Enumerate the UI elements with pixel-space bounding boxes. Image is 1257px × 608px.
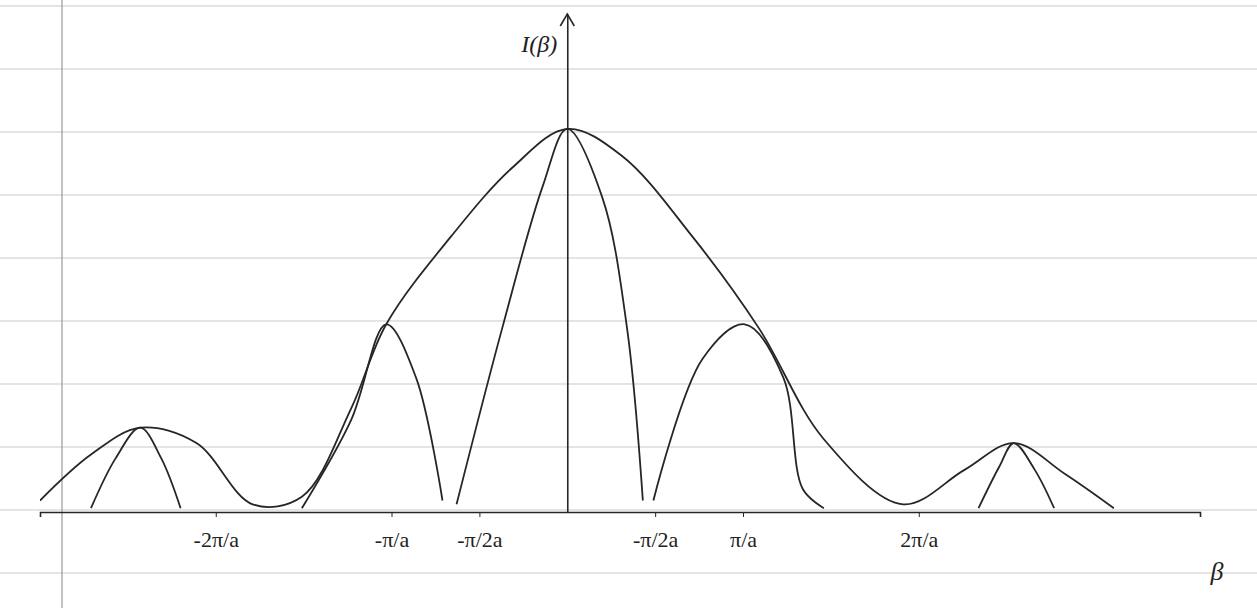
x-tick-mark xyxy=(655,512,656,517)
chart: -2π/a -π/a -π/2a -π/2a π/a 2π/a I(β) β xyxy=(0,0,1257,608)
paper-margin xyxy=(61,0,62,608)
paper-line xyxy=(0,258,1257,259)
paper-line xyxy=(0,447,1257,448)
paper-line xyxy=(0,321,1257,322)
x-axis-line xyxy=(41,513,1201,518)
plot-area xyxy=(40,129,1114,508)
paper-lines xyxy=(0,0,1257,608)
x-tick: -2π/a xyxy=(194,512,240,552)
x-tick: -π/a xyxy=(375,512,410,552)
paper-line xyxy=(0,6,1257,7)
x-tick-mark xyxy=(216,512,217,517)
x-tick: π/a xyxy=(730,512,757,552)
x-tick: -π/2a xyxy=(457,512,503,552)
x-tick: 2π/a xyxy=(900,512,938,552)
x-tick-mark xyxy=(919,512,920,517)
x-tick-label: 2π/a xyxy=(900,527,938,552)
x-axis-title: β xyxy=(1210,557,1224,586)
x-tick-mark xyxy=(743,512,744,517)
x-tick-mark xyxy=(479,512,480,517)
paper-line xyxy=(0,510,1257,511)
y-axis-line xyxy=(567,15,569,513)
x-tick-label: -π/2a xyxy=(457,527,503,552)
paper-line xyxy=(0,195,1257,196)
x-axis: -2π/a -π/a -π/2a -π/2a π/a 2π/a xyxy=(41,512,1201,552)
y-axis-title: I(β) xyxy=(520,31,557,57)
x-tick-mark xyxy=(392,512,393,517)
x-tick: -π/2a xyxy=(633,512,679,552)
x-tick-label: -2π/a xyxy=(194,527,240,552)
y-axis xyxy=(567,15,568,513)
paper-line xyxy=(0,573,1257,574)
paper-line xyxy=(0,132,1257,133)
x-tick-label: π/a xyxy=(730,527,757,552)
paper-line xyxy=(0,384,1257,385)
x-tick-label: -π/2a xyxy=(633,527,679,552)
x-tick-label: -π/a xyxy=(375,527,410,552)
y-axis-arrow xyxy=(560,14,574,26)
paper-line xyxy=(0,69,1257,70)
series-line xyxy=(91,129,1054,508)
series-line xyxy=(40,129,1114,508)
